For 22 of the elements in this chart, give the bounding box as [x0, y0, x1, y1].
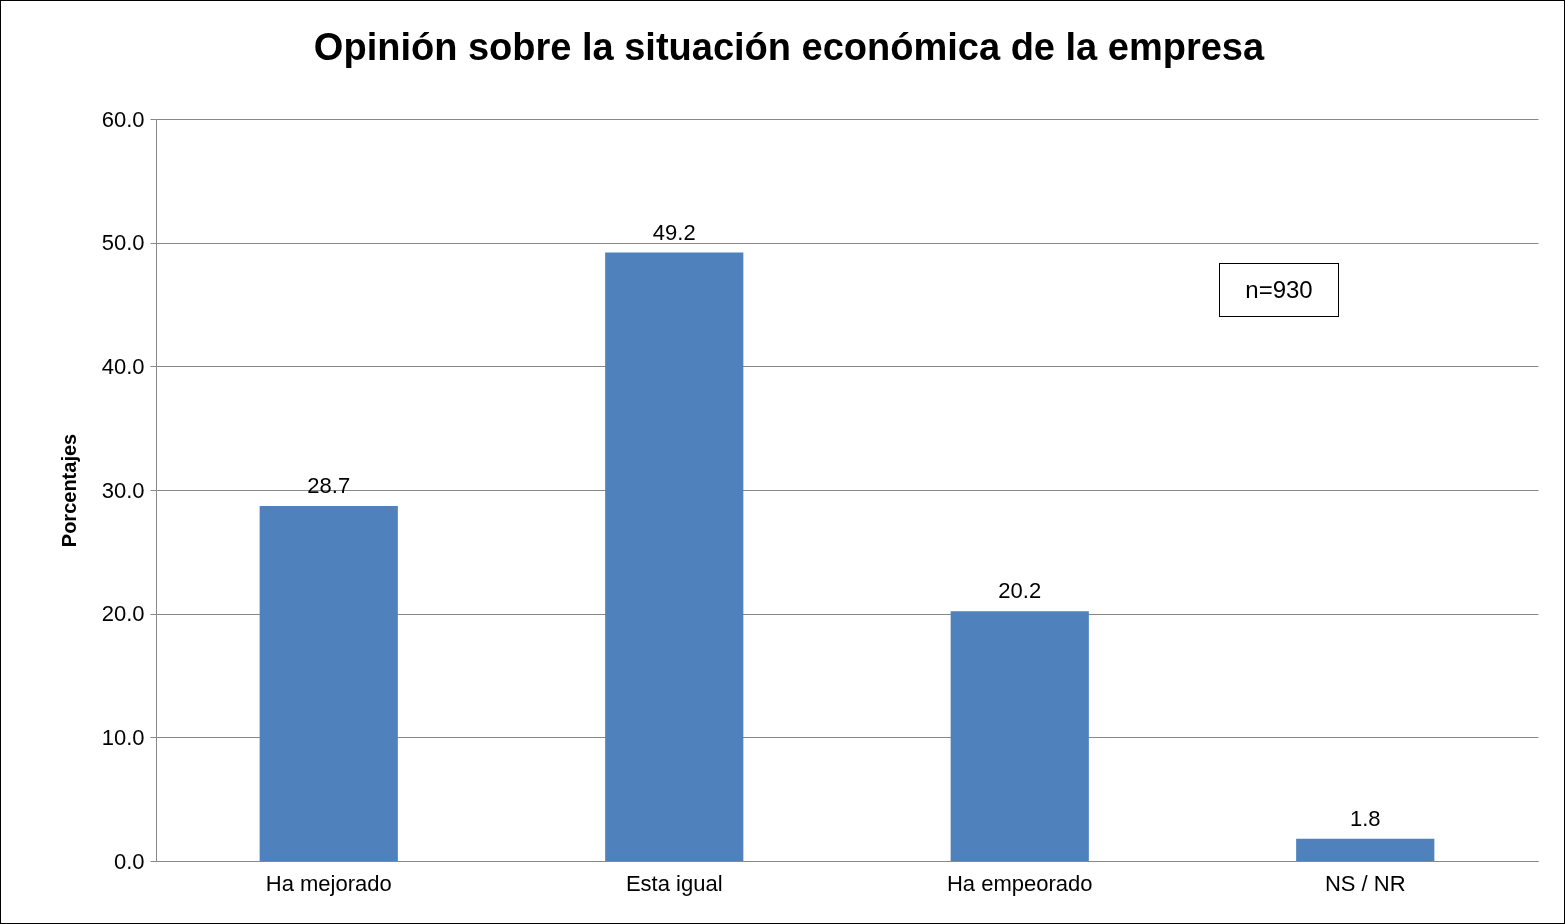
x-tick-label: Ha mejorado — [265, 870, 392, 896]
x-tick-label: Ha empeorado — [946, 870, 1093, 896]
y-tick-label: 50.0 — [101, 230, 145, 256]
bar — [950, 611, 1089, 861]
y-tick-label: 0.0 — [113, 848, 145, 874]
x-tick-label: Esta igual — [625, 870, 723, 896]
y-tick-label: 30.0 — [101, 477, 145, 503]
data-label: 1.8 — [1349, 805, 1381, 831]
chart-title: Opinión sobre la situación económica de la empresa — [313, 26, 1265, 68]
bar — [605, 252, 744, 861]
x-tick-label: NS / NR — [1324, 870, 1406, 896]
bar — [1296, 838, 1435, 861]
y-tick-label: 20.0 — [101, 601, 145, 627]
data-label: 28.7 — [307, 473, 351, 499]
y-tick-label: 10.0 — [101, 724, 145, 750]
data-label: 49.2 — [652, 219, 696, 245]
bar — [259, 506, 398, 861]
y-tick-label: 40.0 — [101, 353, 145, 379]
annotation: n=930 — [1219, 263, 1339, 317]
data-label: 20.2 — [998, 578, 1042, 604]
y-tick-label: 60.0 — [101, 106, 145, 132]
y-axis-title: Porcentajes — [57, 433, 80, 548]
